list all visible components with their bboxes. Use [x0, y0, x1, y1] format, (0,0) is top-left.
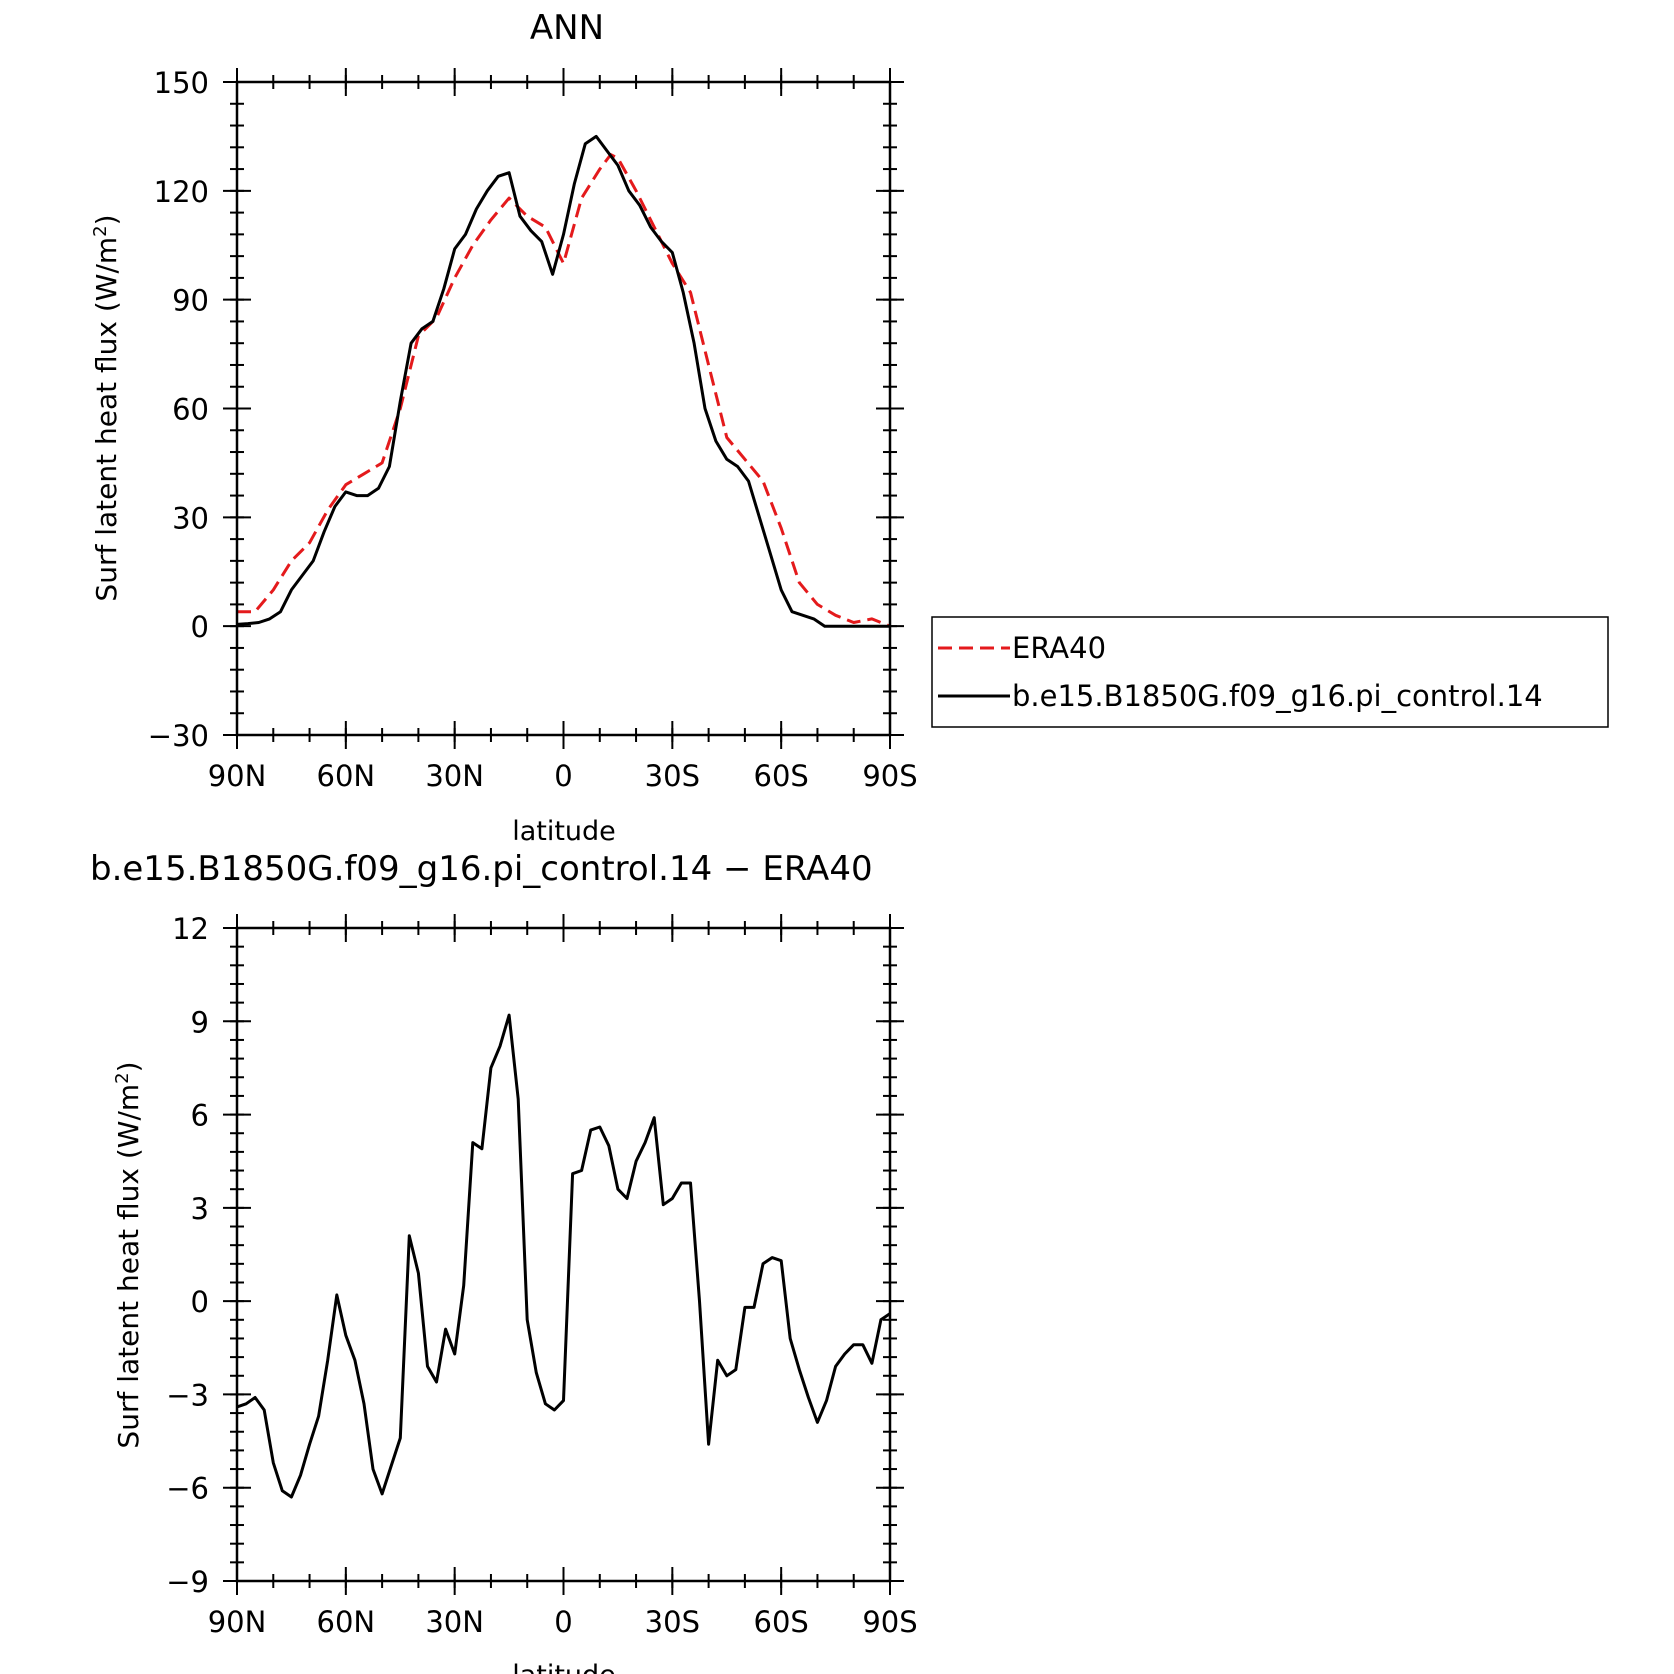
top-y-tick-labels: −30 0 30 60 90 120 150: [148, 66, 209, 753]
top-ytick-label: 0: [191, 610, 209, 644]
top-ytick-label: 60: [172, 393, 209, 427]
top-y-axis-label-sup: 2: [90, 225, 111, 236]
bottom-y-tick-labels: −9 −6 −3 0 3 6 9 12: [166, 912, 209, 1599]
top-x-axis-label: latitude: [512, 816, 616, 847]
bottom-chart-title: b.e15.B1850G.f09_g16.pi_control.14 − ERA…: [90, 849, 873, 889]
bottom-xtick-label: 60S: [754, 1605, 809, 1639]
bottom-xtick-label: 0: [554, 1605, 572, 1639]
bottom-x-axis-label: latitude: [512, 1660, 616, 1674]
bottom-ytick-label: −3: [166, 1378, 209, 1412]
top-ytick-label: 30: [172, 501, 209, 535]
bottom-xtick-label: 90N: [208, 1605, 267, 1639]
bottom-plot-frame: [235, 926, 892, 1583]
top-xtick-label: 60N: [317, 759, 376, 793]
top-axis-ticks: [223, 68, 904, 749]
bottom-y-axis-label-main: Surf latent heat flux (W/m: [112, 1084, 145, 1449]
bottom-y-axis-label-close: ): [112, 1061, 145, 1072]
bottom-series-line-0: [236, 1013, 891, 1499]
annual-mean-panel: ANN −30 0 30 60 90 120 150 90N 60N 30N 0 30S 60S 90S…: [90, 8, 1609, 847]
top-y-axis-label: Surf latent heat flux (W/m2): [90, 214, 123, 601]
top-plot-frame: [235, 80, 892, 737]
bottom-ytick-label: 6: [191, 1099, 209, 1133]
bottom-xtick-label: 90S: [862, 1605, 917, 1639]
top-xtick-label: 30N: [425, 759, 484, 793]
bottom-xtick-label: 30N: [425, 1605, 484, 1639]
top-ytick-label: −30: [148, 719, 209, 753]
bottom-x-tick-labels: 90N 60N 30N 0 30S 60S 90S: [208, 1605, 918, 1639]
bottom-xtick-label: 60N: [317, 1605, 376, 1639]
bottom-ytick-label: −9: [166, 1565, 209, 1599]
top-xtick-label: 0: [554, 759, 572, 793]
top-chart-title: ANN: [530, 8, 604, 48]
legend-label-model: b.e15.B1850G.f09_g16.pi_control.14: [1012, 679, 1543, 713]
top-series-lines: [236, 134, 891, 628]
legend: ERA40 b.e15.B1850G.f09_g16.pi_control.14: [931, 616, 1609, 728]
top-xtick-label: 60S: [754, 759, 809, 793]
top-x-tick-labels: 90N 60N 30N 0 30S 60S 90S: [208, 759, 918, 793]
top-ytick-label: 120: [154, 175, 209, 209]
top-xtick-label: 90N: [208, 759, 267, 793]
bottom-ytick-label: 0: [191, 1285, 209, 1319]
bottom-y-axis-label: Surf latent heat flux (W/m2): [112, 1061, 145, 1448]
bottom-ytick-label: 9: [191, 1005, 209, 1039]
top-series-line-0: [237, 153, 891, 628]
bottom-axis-ticks: [223, 914, 904, 1595]
legend-label-era40: ERA40: [1012, 631, 1106, 665]
top-xtick-label: 30S: [645, 759, 700, 793]
difference-panel: b.e15.B1850G.f09_g16.pi_control.14 − ERA…: [90, 849, 918, 1674]
top-series-line-1: [236, 134, 890, 628]
legend-box: [931, 616, 1609, 728]
top-y-axis-label-main: Surf latent heat flux (W/m: [90, 237, 123, 602]
top-ytick-label: 150: [154, 66, 209, 100]
top-xtick-label: 90S: [862, 759, 917, 793]
bottom-series-lines: [236, 1013, 891, 1499]
bottom-xtick-label: 30S: [645, 1605, 700, 1639]
bottom-ytick-label: 3: [191, 1192, 209, 1226]
top-ytick-label: 90: [172, 284, 209, 318]
bottom-ytick-label: 12: [172, 912, 209, 946]
bottom-ytick-label: −6: [166, 1472, 209, 1506]
top-y-axis-label-close: ): [90, 214, 123, 225]
bottom-y-axis-label-sup: 2: [112, 1072, 133, 1083]
